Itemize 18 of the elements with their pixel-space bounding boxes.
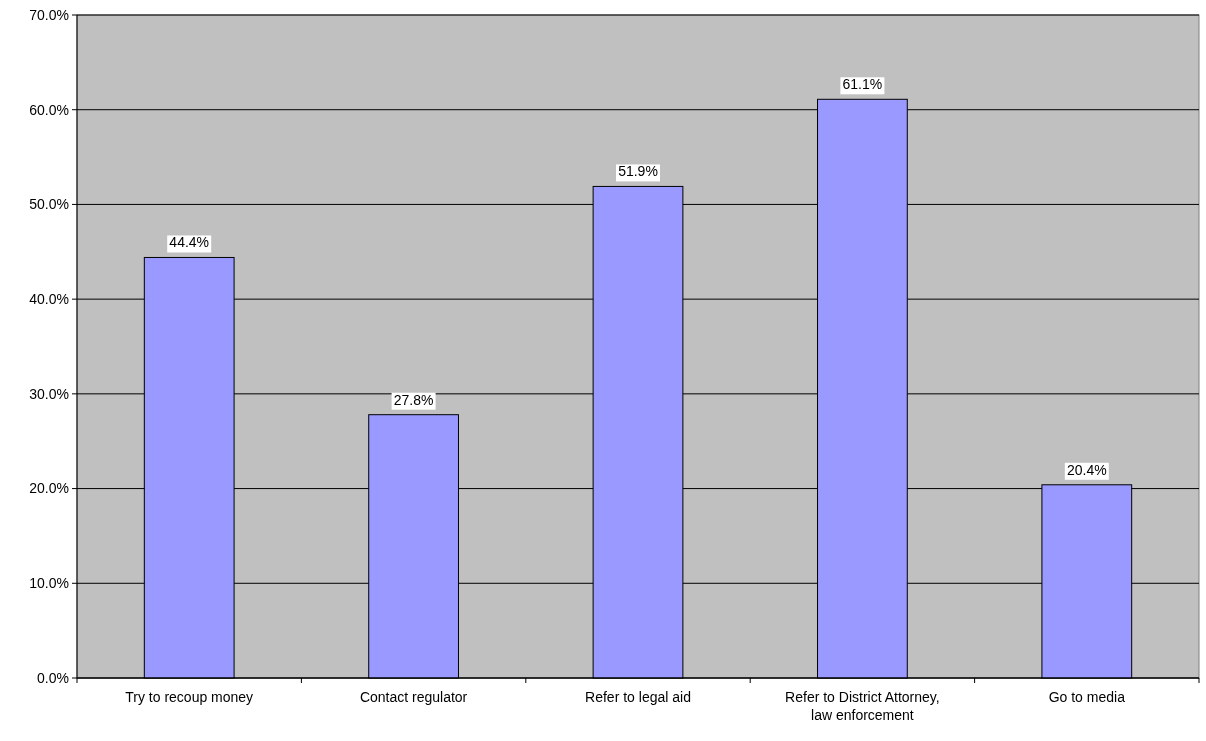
y-tick-label: 40.0% bbox=[29, 291, 69, 308]
y-tick-label: 0.0% bbox=[37, 669, 69, 686]
data-label: 51.9% bbox=[618, 163, 658, 180]
data-label: 27.8% bbox=[393, 391, 434, 408]
y-tick-label: 70.0% bbox=[29, 6, 69, 23]
x-tick-label: Try to recoup money bbox=[125, 689, 254, 705]
y-tick-label: 60.0% bbox=[29, 101, 69, 118]
y-tick-label: 50.0% bbox=[29, 196, 69, 213]
x-tick-label: Refer to legal aid bbox=[585, 689, 691, 705]
x-tick-label: Contact regulator bbox=[359, 689, 468, 705]
x-tick-label: Go to media bbox=[1048, 689, 1126, 705]
data-label: 20.4% bbox=[1066, 461, 1107, 478]
x-tick-label: Refer to District Attorney, law enforcement bbox=[785, 689, 940, 723]
data-label: 61.1% bbox=[842, 76, 883, 93]
y-tick-label: 10.0% bbox=[29, 575, 69, 592]
data-label: 44.4% bbox=[169, 234, 210, 251]
y-tick-label: 20.0% bbox=[29, 480, 69, 497]
y-tick-label: 30.0% bbox=[29, 385, 69, 402]
